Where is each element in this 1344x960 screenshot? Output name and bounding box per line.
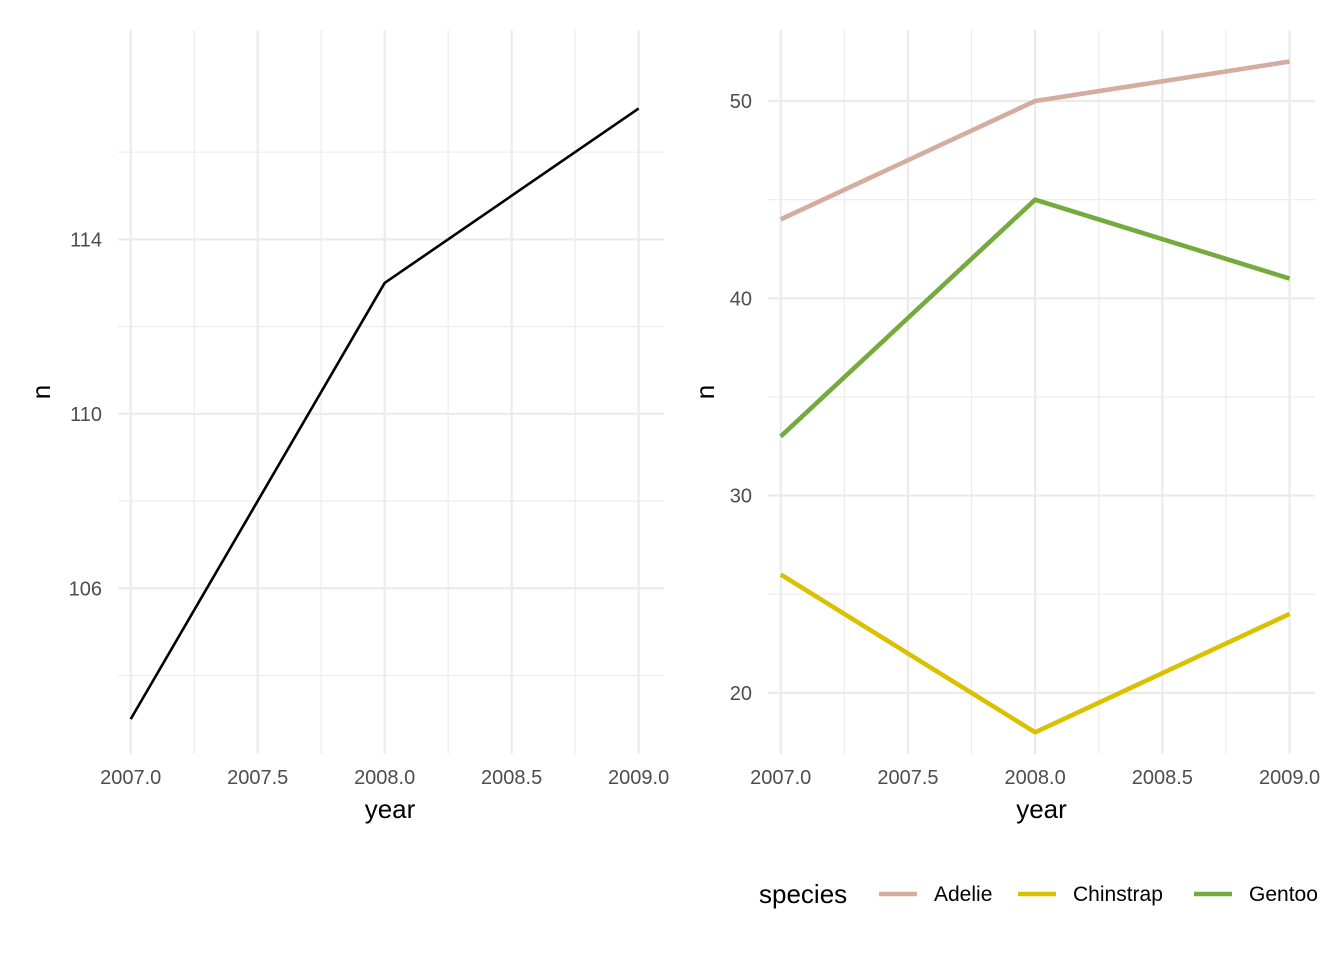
- x-tick-label: 2008.0: [1005, 767, 1066, 789]
- x-tick-label: 2009.0: [608, 767, 669, 789]
- series-line: [129, 107, 640, 720]
- y-tick-label: 110: [70, 404, 102, 426]
- legend-item-chinstrap: Chinstrap: [1018, 883, 1163, 906]
- x-tick-label: 2009.0: [1259, 767, 1320, 789]
- series-line-gentoo: [779, 197, 1291, 439]
- y-tick-label: 30: [730, 486, 752, 508]
- series-line-chinstrap: [779, 572, 1291, 735]
- legend-title: species: [759, 879, 847, 909]
- y-axis-title: n: [690, 385, 720, 399]
- x-tick-label: 2007.0: [750, 767, 811, 789]
- x-tick-label: 2008.5: [481, 767, 542, 789]
- panel-2: 20 30 40 50 2007.0 2007.5 2008.0 2008.5 2009.0 ye…: [690, 30, 1320, 824]
- y-tick-label: 20: [730, 683, 752, 705]
- series-line-adelie: [779, 59, 1290, 222]
- y-tick-label: 40: [730, 288, 752, 310]
- x-tick-label: 2008.5: [1132, 767, 1193, 789]
- y-tick-label: 50: [730, 91, 752, 113]
- x-tick-label: 2007.5: [877, 767, 938, 789]
- y-tick-label: 114: [70, 229, 102, 251]
- legend-label: Gentoo: [1249, 883, 1318, 906]
- panel-1: 106 110 114 2007.0 2007.5 2008.0 2008.5 2009.0 y…: [26, 30, 669, 824]
- legend-item-gentoo: Gentoo: [1194, 883, 1318, 906]
- legend-label: Adelie: [934, 883, 992, 906]
- x-tick-label: 2007.5: [227, 767, 288, 789]
- x-tick-label: 2008.0: [354, 767, 415, 789]
- y-axis-title: n: [26, 385, 56, 399]
- y-tick-label: 106: [69, 578, 102, 600]
- x-tick-label: 2007.0: [100, 767, 161, 789]
- legend-label: Chinstrap: [1073, 883, 1163, 906]
- legend-item-adelie: Adelie: [879, 883, 992, 906]
- x-axis-title: year: [1016, 794, 1067, 824]
- legend: species Adelie Chinstrap Gentoo: [759, 879, 1318, 909]
- x-axis-title: year: [365, 794, 416, 824]
